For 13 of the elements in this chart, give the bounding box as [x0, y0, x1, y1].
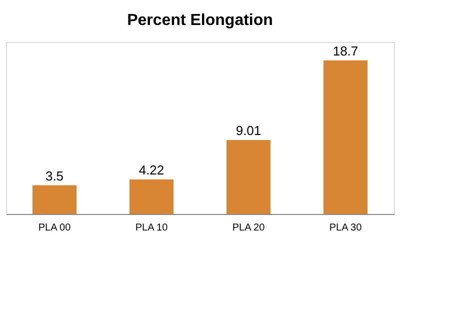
bar [130, 179, 174, 214]
bar [324, 60, 368, 214]
data-label: 9.01 [236, 123, 262, 138]
x-tick-label: PLA 00 [38, 222, 72, 234]
chart-title: Percent Elongation [127, 12, 273, 29]
x-tick-label: PLA 20 [232, 222, 266, 234]
bar [226, 140, 270, 214]
bar [32, 185, 76, 214]
x-tick-label: PLA 30 [329, 222, 362, 234]
data-label: 18.7 [332, 43, 358, 58]
data-label: 4.22 [138, 162, 164, 178]
data-label: 3.5 [45, 168, 64, 184]
x-tick-label: PLA 10 [135, 222, 168, 234]
